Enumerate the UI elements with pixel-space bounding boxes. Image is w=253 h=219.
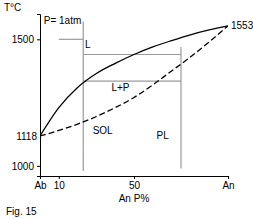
curve [40, 26, 228, 136]
x-axis-title: An P% [119, 193, 150, 204]
annotation: 1553 [231, 20, 253, 31]
curve [40, 26, 228, 136]
guide-line [83, 22, 84, 171]
tick-label: 50 [129, 180, 141, 191]
tick-label: Ab [34, 180, 47, 191]
annotation: 1118 [16, 131, 37, 142]
tick-mark [134, 176, 135, 179]
tick-label: An [222, 180, 234, 191]
guide-line [83, 80, 181, 81]
plot: Ab 10 50 An 1000 1500 P= 1atm L L+P SOL PL 1118 1553 [12, 15, 253, 192]
tick-mark [37, 39, 40, 40]
y-axis: 1000 1500 [12, 15, 41, 177]
annotation: PL [157, 130, 170, 141]
tick: Ab [34, 176, 47, 191]
tick: An [222, 176, 234, 191]
caption: Fig. 15 [6, 206, 37, 217]
tick-label: 1000 [12, 161, 35, 172]
annotation: P= 1atm [44, 15, 82, 26]
tick-mark [37, 166, 40, 167]
annotation: SOL [93, 125, 113, 136]
chart: Ab 10 50 An 1000 1500 P= 1atm L L+P SOL PL 1118 1553… [0, 0, 253, 219]
tick: 1500 [12, 34, 40, 45]
tick-label: 1500 [12, 34, 35, 45]
marks [40, 22, 228, 171]
y-axis-line [37, 15, 41, 177]
tick: 1000 [12, 161, 40, 172]
annotation: L+P [111, 82, 129, 93]
tick-mark [59, 176, 60, 179]
tick: 50 [129, 176, 141, 191]
x-axis-line [41, 177, 229, 180]
tick: 10 [54, 176, 66, 191]
guide-line [59, 39, 83, 40]
tick-label: 10 [54, 180, 66, 191]
y-axis-title: T°C [4, 2, 21, 13]
x-axis: Ab 10 50 An [34, 176, 234, 191]
annotation: L [85, 39, 91, 50]
tick-mark [228, 176, 229, 179]
